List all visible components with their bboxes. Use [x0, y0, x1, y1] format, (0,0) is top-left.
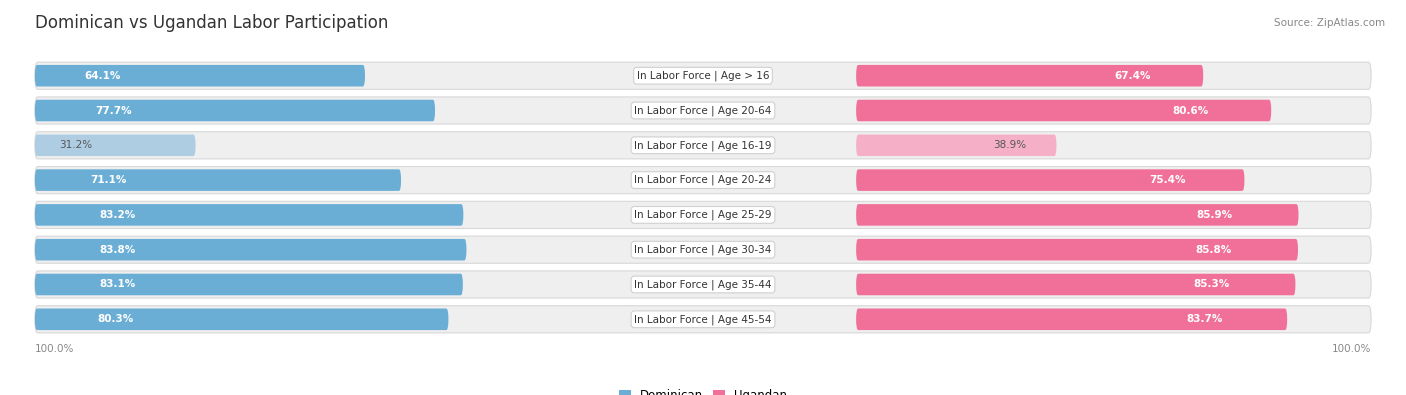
Legend: Dominican, Ugandan: Dominican, Ugandan [619, 389, 787, 395]
FancyBboxPatch shape [856, 204, 1299, 226]
Text: In Labor Force | Age 16-19: In Labor Force | Age 16-19 [634, 140, 772, 150]
Text: 100.0%: 100.0% [35, 344, 75, 354]
FancyBboxPatch shape [35, 308, 449, 330]
Text: 75.4%: 75.4% [1150, 175, 1187, 185]
FancyBboxPatch shape [856, 308, 1286, 330]
FancyBboxPatch shape [856, 100, 1271, 121]
Text: 38.9%: 38.9% [993, 140, 1026, 150]
FancyBboxPatch shape [35, 236, 1371, 263]
FancyBboxPatch shape [35, 274, 463, 295]
FancyBboxPatch shape [35, 239, 467, 260]
Text: 80.3%: 80.3% [97, 314, 134, 324]
Text: In Labor Force | Age > 16: In Labor Force | Age > 16 [637, 70, 769, 81]
FancyBboxPatch shape [856, 65, 1204, 87]
FancyBboxPatch shape [35, 306, 1371, 333]
Text: In Labor Force | Age 20-64: In Labor Force | Age 20-64 [634, 105, 772, 116]
FancyBboxPatch shape [35, 65, 366, 87]
Text: 85.8%: 85.8% [1195, 245, 1232, 255]
Text: 83.2%: 83.2% [100, 210, 135, 220]
Text: 80.6%: 80.6% [1173, 105, 1209, 115]
Text: 71.1%: 71.1% [90, 175, 127, 185]
FancyBboxPatch shape [35, 271, 1371, 298]
Text: 100.0%: 100.0% [1331, 344, 1371, 354]
FancyBboxPatch shape [856, 169, 1244, 191]
FancyBboxPatch shape [35, 167, 1371, 194]
Text: In Labor Force | Age 45-54: In Labor Force | Age 45-54 [634, 314, 772, 325]
FancyBboxPatch shape [35, 62, 1371, 89]
FancyBboxPatch shape [35, 132, 1371, 159]
Text: 85.3%: 85.3% [1194, 280, 1229, 290]
FancyBboxPatch shape [35, 135, 195, 156]
FancyBboxPatch shape [35, 169, 401, 191]
Text: Dominican vs Ugandan Labor Participation: Dominican vs Ugandan Labor Participation [35, 14, 388, 32]
Text: 83.1%: 83.1% [98, 280, 135, 290]
FancyBboxPatch shape [35, 97, 1371, 124]
Text: In Labor Force | Age 20-24: In Labor Force | Age 20-24 [634, 175, 772, 185]
Text: 83.8%: 83.8% [100, 245, 136, 255]
FancyBboxPatch shape [35, 201, 1371, 228]
Text: Source: ZipAtlas.com: Source: ZipAtlas.com [1274, 18, 1385, 28]
Text: 67.4%: 67.4% [1115, 71, 1152, 81]
FancyBboxPatch shape [856, 135, 1056, 156]
FancyBboxPatch shape [35, 100, 434, 121]
Text: In Labor Force | Age 35-44: In Labor Force | Age 35-44 [634, 279, 772, 290]
Text: 77.7%: 77.7% [94, 105, 132, 115]
Text: 83.7%: 83.7% [1187, 314, 1223, 324]
FancyBboxPatch shape [856, 239, 1298, 260]
Text: 64.1%: 64.1% [84, 71, 121, 81]
FancyBboxPatch shape [856, 274, 1295, 295]
Text: 31.2%: 31.2% [59, 140, 93, 150]
Text: In Labor Force | Age 30-34: In Labor Force | Age 30-34 [634, 245, 772, 255]
Text: 85.9%: 85.9% [1197, 210, 1232, 220]
Text: In Labor Force | Age 25-29: In Labor Force | Age 25-29 [634, 210, 772, 220]
FancyBboxPatch shape [35, 204, 464, 226]
